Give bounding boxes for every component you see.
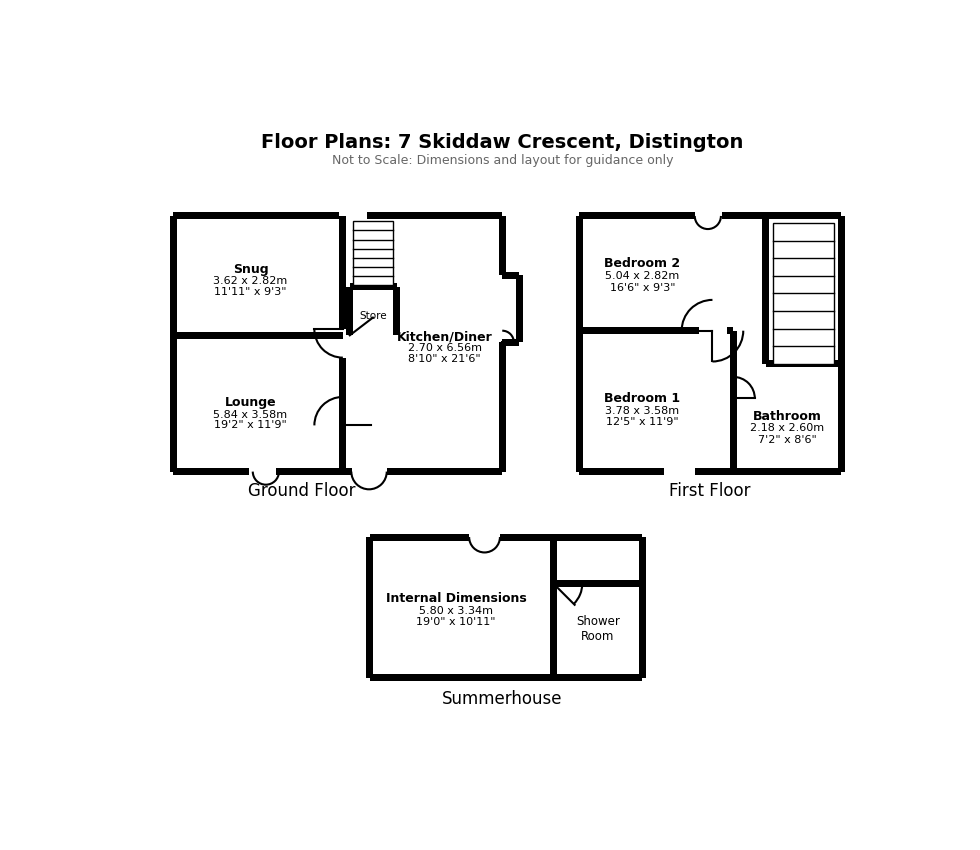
Text: 5.80 x 3.34m: 5.80 x 3.34m — [419, 606, 493, 616]
Bar — [727, 327, 733, 334]
Bar — [553, 580, 643, 586]
Bar — [500, 534, 643, 541]
Bar — [173, 216, 503, 472]
Text: 19'2" x 11'9": 19'2" x 11'9" — [214, 421, 287, 430]
Bar — [579, 212, 695, 219]
Text: 5.84 x 3.58m: 5.84 x 3.58m — [214, 410, 287, 420]
Text: Not to Scale: Dimensions and layout for guidance only: Not to Scale: Dimensions and layout for … — [331, 154, 673, 167]
Bar — [579, 468, 664, 475]
Bar — [393, 286, 400, 335]
Bar — [503, 339, 519, 346]
Bar — [550, 537, 557, 678]
Bar — [579, 327, 699, 334]
Bar — [639, 537, 646, 678]
Bar — [170, 216, 177, 472]
Bar — [367, 537, 373, 678]
Bar — [346, 286, 353, 335]
Text: Kitchen/Diner: Kitchen/Diner — [397, 331, 492, 343]
Bar — [353, 221, 393, 286]
Bar — [762, 216, 769, 364]
Bar — [503, 275, 519, 343]
Bar — [173, 212, 339, 219]
Text: Shower
Room: Shower Room — [576, 615, 619, 643]
Bar — [576, 216, 583, 472]
Text: Ground Floor: Ground Floor — [248, 482, 356, 500]
Bar — [353, 221, 393, 286]
Bar — [695, 468, 841, 475]
Text: 5.04 x 2.82m: 5.04 x 2.82m — [606, 271, 679, 281]
Text: Bedroom 1: Bedroom 1 — [605, 392, 680, 405]
Bar — [387, 468, 503, 475]
Text: 2.18 x 2.60m: 2.18 x 2.60m — [750, 423, 824, 434]
Text: 16'6" x 9'3": 16'6" x 9'3" — [610, 282, 675, 292]
Text: Summerhouse: Summerhouse — [442, 689, 563, 708]
Text: Bathroom: Bathroom — [753, 410, 821, 422]
Bar — [369, 534, 469, 541]
Text: Store: Store — [359, 311, 387, 321]
Text: 19'0" x 10'11": 19'0" x 10'11" — [416, 617, 496, 626]
Text: Internal Dimensions: Internal Dimensions — [386, 592, 526, 605]
Bar — [339, 358, 346, 472]
Bar — [369, 675, 643, 682]
Text: 8'10" x 21'6": 8'10" x 21'6" — [409, 354, 481, 364]
Bar — [173, 332, 343, 339]
Bar — [499, 343, 506, 472]
Text: 7'2" x 8'6": 7'2" x 8'6" — [758, 435, 816, 445]
Bar — [503, 272, 519, 279]
Text: 12'5" x 11'9": 12'5" x 11'9" — [606, 417, 679, 428]
Text: 3.62 x 2.82m: 3.62 x 2.82m — [214, 276, 287, 286]
Text: 2.70 x 6.56m: 2.70 x 6.56m — [408, 343, 481, 354]
Bar — [721, 212, 841, 219]
Bar — [838, 216, 845, 472]
Bar — [350, 283, 397, 290]
Bar — [579, 216, 841, 472]
Bar — [173, 468, 249, 475]
Bar — [276, 468, 352, 475]
Bar — [515, 275, 522, 343]
Text: Bedroom 2: Bedroom 2 — [605, 258, 680, 270]
Text: Floor Plans: 7 Skiddaw Crescent, Distington: Floor Plans: 7 Skiddaw Crescent, Disting… — [261, 133, 744, 151]
Text: 3.78 x 3.58m: 3.78 x 3.58m — [606, 405, 679, 416]
Bar — [369, 537, 643, 678]
Bar — [367, 212, 503, 219]
Bar — [499, 216, 506, 275]
Text: First Floor: First Floor — [669, 482, 751, 500]
Text: 11'11" x 9'3": 11'11" x 9'3" — [215, 287, 287, 298]
Bar — [772, 223, 834, 364]
Text: Snug: Snug — [232, 264, 269, 276]
Text: Lounge: Lounge — [224, 396, 276, 409]
Bar — [772, 223, 834, 364]
Bar — [765, 360, 841, 367]
Bar — [730, 331, 737, 472]
Bar — [339, 216, 346, 329]
